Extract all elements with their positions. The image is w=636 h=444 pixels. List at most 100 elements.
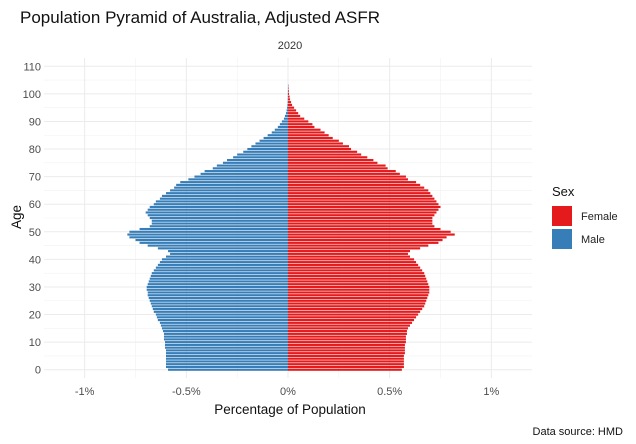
- data-source-caption: Data source: HMD: [533, 426, 624, 438]
- bar-female-age-92: [288, 114, 301, 118]
- bar-female-age-37: [288, 266, 421, 269]
- bar-male-age-1: [166, 365, 288, 369]
- legend-title: Sex: [552, 184, 575, 199]
- bar-male-age-14: [162, 330, 288, 333]
- bar-female-age-75: [288, 161, 378, 164]
- bar-female-age-58: [288, 208, 439, 211]
- bar-male-age-32: [148, 280, 288, 283]
- bar-male-age-71: [200, 172, 288, 175]
- bar-male-age-12: [163, 335, 288, 338]
- bar-male-age-63: [161, 194, 288, 198]
- bar-male-age-22: [152, 307, 288, 311]
- y-tick-label: 10: [29, 337, 41, 349]
- bar-female-age-60: [288, 203, 439, 206]
- bar-female-age-90: [288, 120, 309, 123]
- bar-male-age-39: [159, 261, 288, 264]
- y-tick-label: 110: [23, 61, 41, 73]
- bar-female-age-14: [288, 330, 407, 333]
- bar-male-age-25: [149, 299, 288, 302]
- bar-male-age-44: [157, 247, 288, 250]
- bar-male-age-88: [277, 125, 288, 129]
- bar-female-age-51: [288, 227, 441, 231]
- bar-male-age-58: [147, 208, 288, 211]
- bar-male-age-31: [147, 283, 288, 286]
- bar-male-age-5: [166, 354, 288, 358]
- bar-male-age-70: [194, 175, 288, 178]
- bar-female-age-21: [288, 310, 421, 313]
- bar-female-age-48: [288, 236, 447, 239]
- bar-male-age-61: [155, 200, 288, 203]
- bar-male-age-6: [166, 352, 288, 355]
- bar-female-age-33: [288, 277, 427, 280]
- bar-male-age-2: [166, 363, 288, 366]
- bar-female-age-67: [288, 183, 421, 186]
- bar-male-age-66: [174, 186, 288, 189]
- bar-male-age-37: [155, 266, 288, 269]
- bar-female-age-34: [288, 274, 426, 278]
- bar-male-age-87: [274, 128, 288, 131]
- bar-female-age-42: [288, 252, 408, 255]
- bar-female-age-25: [288, 299, 427, 302]
- bar-female-age-20: [288, 313, 419, 316]
- bar-female-age-57: [288, 211, 437, 214]
- bar-female-age-101: [288, 90, 289, 93]
- bar-female-age-2: [288, 363, 404, 366]
- bar-female-age-5: [288, 354, 404, 358]
- bar-female-age-29: [288, 288, 430, 291]
- bar-male-age-72: [204, 170, 288, 173]
- bar-female-age-9: [288, 343, 405, 346]
- bar-male-age-3: [166, 360, 288, 363]
- bar-female-age-64: [288, 192, 431, 195]
- bar-male-age-29: [146, 288, 288, 291]
- bar-male-age-50: [129, 230, 288, 233]
- bar-male-age-60: [153, 203, 288, 206]
- bar-male-age-67: [176, 183, 288, 186]
- bar-male-age-40: [161, 258, 288, 261]
- y-tick-label: 40: [29, 254, 41, 266]
- bar-male-age-21: [153, 310, 288, 313]
- bar-male-age-48: [129, 236, 288, 239]
- bar-female-age-36: [288, 269, 423, 272]
- bar-male-age-24: [150, 302, 288, 305]
- bar-male-age-65: [170, 189, 288, 192]
- bar-female-age-81: [288, 145, 349, 148]
- bar-female-age-24: [288, 302, 426, 305]
- bar-female-age-94: [288, 109, 297, 112]
- bar-female-age-87: [288, 128, 321, 131]
- y-tick-label: 100: [23, 89, 41, 101]
- x-tick-label: 0%: [280, 386, 296, 398]
- bar-male-age-33: [149, 277, 288, 280]
- bar-female-age-96: [288, 103, 293, 106]
- bar-male-age-94: [286, 109, 288, 112]
- legend-key-male: [552, 229, 572, 249]
- bar-male-age-42: [170, 252, 288, 255]
- bar-female-age-26: [288, 296, 428, 300]
- bar-female-age-89: [288, 123, 313, 126]
- bar-female-age-10: [288, 341, 406, 344]
- bar-female-age-97: [288, 101, 292, 104]
- bar-female-age-91: [288, 117, 305, 120]
- bar-female-age-1: [288, 365, 404, 369]
- bar-female-age-83: [288, 139, 339, 142]
- x-tick-label: 0.5%: [377, 386, 402, 398]
- bars: [127, 84, 455, 371]
- bar-female-age-13: [288, 332, 407, 335]
- y-tick-label: 70: [29, 172, 41, 184]
- bar-male-age-82: [255, 142, 288, 145]
- legend-label-male: Male: [581, 234, 605, 246]
- bar-male-age-76: [227, 158, 288, 162]
- bar-female-age-70: [288, 175, 406, 178]
- bar-male-age-69: [188, 178, 288, 181]
- bar-female-age-3: [288, 360, 404, 363]
- y-tick-label: 50: [29, 227, 41, 239]
- bar-male-age-68: [180, 181, 288, 184]
- x-axis-title: Percentage of Population: [214, 402, 366, 417]
- bar-female-age-76: [288, 158, 374, 162]
- bar-male-age-90: [281, 120, 288, 123]
- bar-male-age-34: [150, 274, 288, 278]
- bar-female-age-74: [288, 164, 386, 167]
- bar-female-age-4: [288, 357, 404, 360]
- bar-female-age-93: [288, 112, 299, 115]
- bar-female-age-47: [288, 238, 443, 242]
